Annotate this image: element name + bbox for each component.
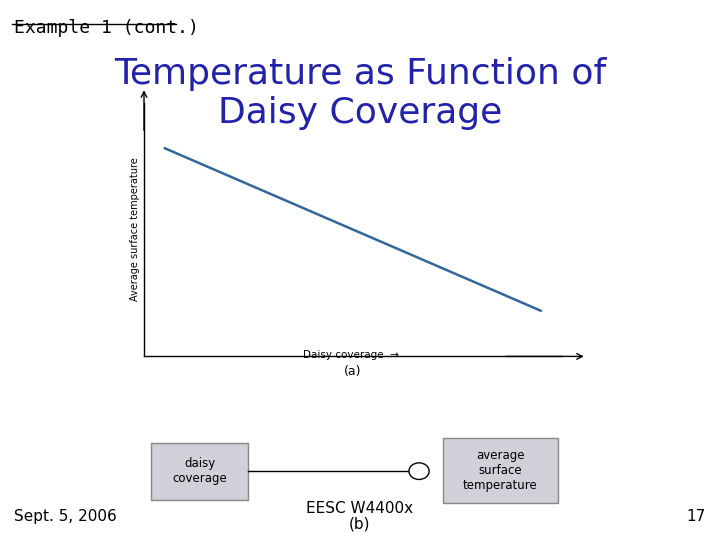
Text: 17: 17 (686, 509, 706, 524)
Text: Sept. 5, 2006: Sept. 5, 2006 (14, 509, 117, 524)
Text: Example 1 (cont.): Example 1 (cont.) (14, 19, 199, 37)
Ellipse shape (409, 463, 429, 480)
Bar (151, 443, 248, 500)
Y-axis label: Average surface temperature: Average surface temperature (130, 158, 140, 301)
Bar (443, 438, 558, 503)
Text: Temperature as Function of
Daisy Coverage: Temperature as Function of Daisy Coverag… (114, 57, 606, 130)
Text: EESC W4400x: EESC W4400x (307, 501, 413, 516)
Text: (b): (b) (349, 517, 371, 532)
Text: (a): (a) (344, 364, 361, 377)
Text: Daisy coverage  →: Daisy coverage → (302, 350, 399, 360)
Text: daisy
coverage: daisy coverage (172, 457, 228, 485)
Text: average
surface
temperature: average surface temperature (463, 449, 538, 492)
